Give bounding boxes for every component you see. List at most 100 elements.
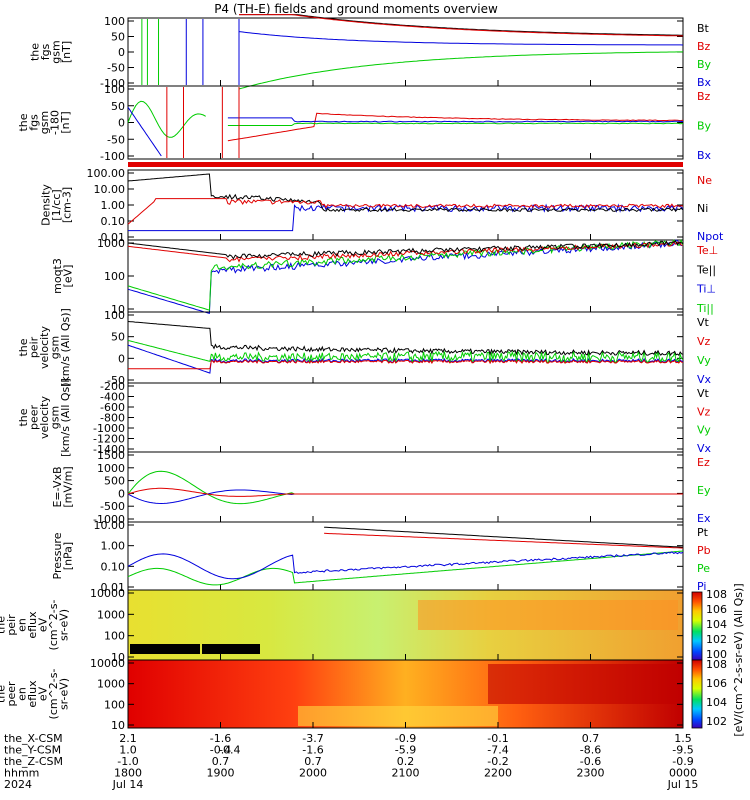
legend-pe: Pe [697, 562, 710, 575]
legend-bt: Bt [697, 22, 710, 35]
panel-frame [127, 85, 684, 160]
y-tick-label: 100 [104, 15, 125, 28]
x-row-label: hhmm [4, 767, 39, 780]
series-vt [127, 321, 684, 357]
x-tick-label: -7.4 [487, 744, 508, 757]
y-axis-label: moqt3 [51, 258, 64, 294]
series-bx [238, 31, 684, 46]
y-axis-label: [eV] [61, 265, 74, 288]
y-tick-label: 10000 [90, 587, 125, 600]
y-axis-label: sr-eV) [58, 609, 71, 641]
legend-vz: Vz [697, 405, 711, 418]
y-tick-label: 100 [104, 309, 125, 322]
x-tick-label: 1800 [114, 767, 142, 780]
legend-by: By [697, 120, 712, 133]
legend-ey: Ey [697, 484, 711, 497]
y-axis-label: fgs [39, 43, 52, 60]
y-tick-label: -50 [107, 133, 125, 146]
x-tick-label: -9.5 [672, 744, 693, 757]
x-tick-label: -0.9 [395, 732, 416, 745]
y-axis-label: en [16, 687, 29, 701]
y-tick-label: -1000 [93, 513, 125, 526]
series-te-perp [127, 240, 684, 263]
y-tick-label: -50 [107, 62, 125, 75]
panel-8: 10.00 1.00 0.10 0.01 Pressure[nPa] Pt Pb Pe Pi [51, 519, 711, 594]
y-axis-label: [1/cc] [50, 189, 63, 220]
x-tick-label: -0.6 [580, 755, 601, 768]
x-tick-label: -1.6 [302, 744, 323, 757]
data-gap-bar [128, 162, 683, 167]
y-tick-label: 10 [111, 719, 125, 732]
legend-ti⊥: Ti⊥ [696, 283, 716, 296]
y-tick-label: 0.10 [101, 560, 126, 573]
legend-ex: Ex [697, 512, 711, 525]
x-tick-label: 2100 [392, 767, 420, 780]
y-axis-label: (cm^2-s- [47, 669, 60, 720]
y-axis-label: [km/s (All Qs)] [59, 378, 72, 457]
series-bx [127, 107, 162, 157]
y-axis-label: gsm [49, 336, 62, 359]
y-tick-label: 50 [111, 331, 125, 344]
x-tick-label: 0.2 [397, 755, 415, 768]
y-tick-label: 50 [111, 31, 125, 44]
panel-frame [127, 382, 684, 453]
y-axis-label: en [16, 618, 29, 632]
y-tick-label: 500 [104, 475, 125, 488]
y-axis-label: fgs [28, 114, 41, 131]
y-tick-label: 1000 [97, 678, 125, 691]
series-pi [127, 551, 684, 580]
colorbar-tick: 104 [706, 696, 727, 709]
x-row-label: 2024 [4, 778, 32, 791]
y-tick-label: -1400 [93, 443, 125, 456]
series-te-par [127, 240, 684, 260]
y-axis-label: eflux [26, 680, 39, 708]
colorbar-tick: 104 [706, 618, 727, 631]
y-tick-label: 100.00 [87, 167, 126, 180]
legend-vz: Vz [697, 335, 711, 348]
legend-vx: Vx [697, 373, 712, 386]
spectrogram-dropout [202, 644, 260, 654]
y-axis-label: Density [40, 184, 53, 226]
x-tick-label: 0.7 [304, 755, 322, 768]
x-tick-label: 1.0 [119, 744, 137, 757]
series-bz [239, 14, 683, 37]
x-tick-label: 2000 [299, 767, 327, 780]
y-tick-label: -600 [100, 401, 125, 414]
y-axis-label: the [17, 113, 30, 131]
legend-bz: Bz [697, 40, 711, 53]
series-vz [128, 359, 684, 370]
y-axis-label: eV [37, 617, 50, 632]
panel-frame [127, 311, 684, 384]
x-tick-label: Jul 14 [112, 778, 144, 791]
legend-npot: Npot [697, 230, 724, 243]
x-tick-label: 1900 [207, 767, 235, 780]
colorbar-tick: 108 [706, 658, 727, 671]
y-tick-label: 0.01 [101, 231, 126, 244]
x-tick-label: -8.6 [580, 744, 601, 757]
series-pt [324, 526, 684, 548]
legend-vx: Vx [697, 442, 712, 455]
x-tick-label: -0.4 [210, 744, 231, 757]
series-ex [127, 489, 683, 505]
y-tick-label: 0 [118, 46, 125, 59]
series-ti-par [127, 238, 684, 311]
y-axis-label: eV [37, 686, 50, 701]
legend-pt: Pt [697, 526, 709, 539]
series-pb [324, 532, 683, 549]
legend-ni: Ni [697, 202, 708, 215]
y-tick-label: 1500 [97, 449, 125, 462]
x-tick-label: -3.7 [302, 732, 323, 745]
figure-title: P4 (TH-E) fields and ground moments over… [214, 2, 498, 16]
series-by [227, 122, 684, 126]
series-ez [127, 487, 683, 497]
x-tick-label: 0.7 [212, 755, 230, 768]
colorbar-label: [eV/(cm^2-s-sr-eV) (All Qs)] [732, 583, 745, 736]
legend-ez: Ez [697, 456, 710, 469]
x-tick-label: 2.1 [119, 732, 137, 745]
y-tick-label: 10 [111, 651, 125, 664]
x-tick-label: 2200 [484, 767, 512, 780]
x-tick-label: 0.7 [582, 732, 600, 745]
